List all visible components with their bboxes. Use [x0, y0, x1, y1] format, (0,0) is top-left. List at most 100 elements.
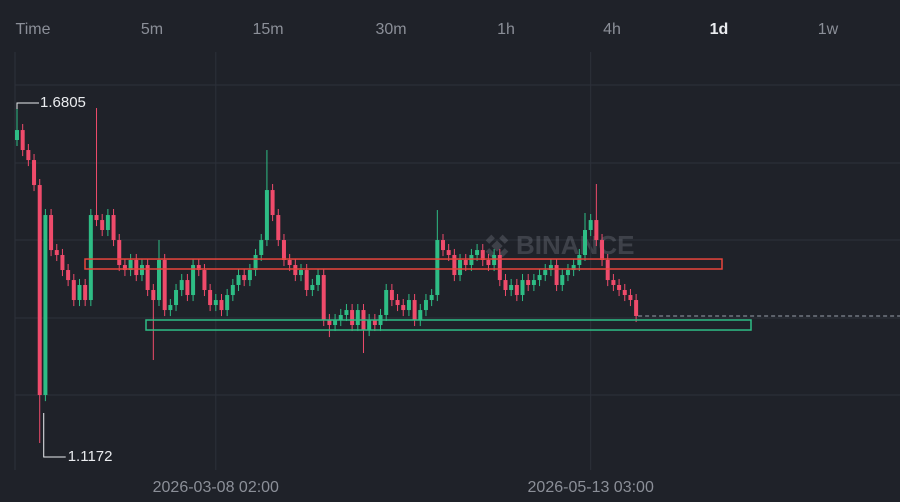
candle-body — [600, 240, 605, 261]
candle-body — [100, 220, 105, 231]
candle-body — [105, 215, 110, 231]
candle-body — [571, 265, 576, 271]
low-marker — [43, 413, 66, 458]
interval-tab[interactable]: 5m — [141, 21, 163, 38]
candle-body — [429, 295, 434, 301]
candle-body — [588, 220, 593, 231]
zone — [84, 258, 723, 270]
candle-body — [418, 310, 423, 321]
candle-body — [634, 300, 639, 317]
candle-body — [594, 220, 599, 241]
candle-body — [20, 130, 25, 151]
candle-body — [151, 290, 156, 301]
candle-body — [60, 254, 65, 271]
candle-body — [344, 310, 349, 315]
interval-tab[interactable]: 15m — [252, 21, 283, 38]
candle-body — [128, 260, 133, 271]
candle-body — [230, 284, 235, 296]
high-label: 1.6805 — [40, 94, 86, 111]
candle-body — [77, 284, 82, 301]
candle-body — [372, 320, 377, 326]
candle-body — [628, 295, 633, 301]
candle-body — [423, 300, 428, 311]
candle-body — [26, 150, 31, 161]
candle-body — [71, 280, 76, 301]
candle-body — [196, 265, 201, 271]
candle-body — [565, 270, 570, 276]
interval-tab[interactable]: 1d — [710, 21, 729, 38]
interval-tab[interactable]: Time — [16, 21, 51, 38]
candle-body — [395, 300, 400, 306]
candle-body — [333, 320, 338, 326]
candle-body — [253, 254, 258, 271]
candle-body — [287, 260, 292, 266]
zone — [145, 319, 752, 331]
candle-body — [514, 284, 519, 296]
candle-body — [548, 265, 553, 271]
candle-body — [37, 185, 42, 396]
candle-body — [168, 305, 173, 311]
candle-body — [32, 160, 37, 186]
interval-tab[interactable]: 4h — [603, 21, 621, 38]
candle-body — [401, 305, 406, 311]
candle-body — [54, 250, 59, 255]
interval-tab[interactable]: 30m — [375, 21, 406, 38]
candle-body — [355, 310, 360, 326]
candle-body — [480, 250, 485, 261]
x-tick-label: 2026-03-08 02:00 — [153, 479, 279, 496]
candle-body — [446, 250, 451, 255]
candle-body — [219, 300, 224, 311]
candle-body — [486, 260, 491, 266]
candle-body — [463, 260, 468, 266]
candle-body — [617, 284, 622, 291]
candle-body — [299, 270, 303, 276]
candle-body — [435, 240, 440, 296]
candle-body — [15, 130, 19, 141]
candle-body — [191, 265, 196, 296]
candle-body — [157, 260, 161, 301]
candle-body — [412, 300, 417, 321]
candle-body — [338, 314, 343, 321]
candle-body — [321, 275, 326, 321]
candle-body — [276, 215, 281, 241]
candle-body — [236, 275, 241, 285]
candle-body — [622, 290, 627, 296]
candle-body — [304, 270, 309, 291]
candle-body — [611, 280, 616, 285]
candle-body — [350, 310, 355, 326]
candle-body — [202, 270, 207, 291]
candle-body — [281, 240, 286, 261]
candle-body — [384, 290, 389, 315]
candle-body — [145, 265, 150, 291]
candle-body — [162, 260, 167, 311]
candle-body — [316, 275, 321, 285]
interval-tab[interactable]: 1h — [497, 21, 515, 38]
candle-body — [88, 215, 93, 301]
candle-body — [492, 254, 497, 266]
interval-tab[interactable]: 1w — [818, 21, 839, 38]
high-marker — [16, 102, 39, 110]
candle-body — [509, 284, 514, 291]
candle-body — [43, 215, 48, 396]
candle-body — [475, 250, 480, 255]
candle-body — [577, 254, 582, 266]
candle-body — [554, 265, 559, 285]
plot: 1.6805 1.1172 — [15, 52, 900, 470]
candle-body — [247, 270, 252, 281]
candle-body — [83, 284, 88, 301]
candle-body — [406, 300, 411, 311]
candle-body — [139, 265, 144, 276]
candle-body — [174, 290, 179, 306]
candle-body — [605, 260, 610, 281]
candle-body — [242, 275, 247, 281]
candle-body — [134, 260, 139, 276]
candle-body — [389, 290, 394, 301]
candle-body — [49, 215, 54, 251]
candle-body — [526, 280, 531, 285]
candle-body — [259, 240, 264, 255]
watermark-text: BINANCE — [516, 230, 634, 260]
candle-body — [293, 265, 298, 276]
candle-body — [310, 284, 315, 291]
candle-body — [469, 254, 474, 266]
